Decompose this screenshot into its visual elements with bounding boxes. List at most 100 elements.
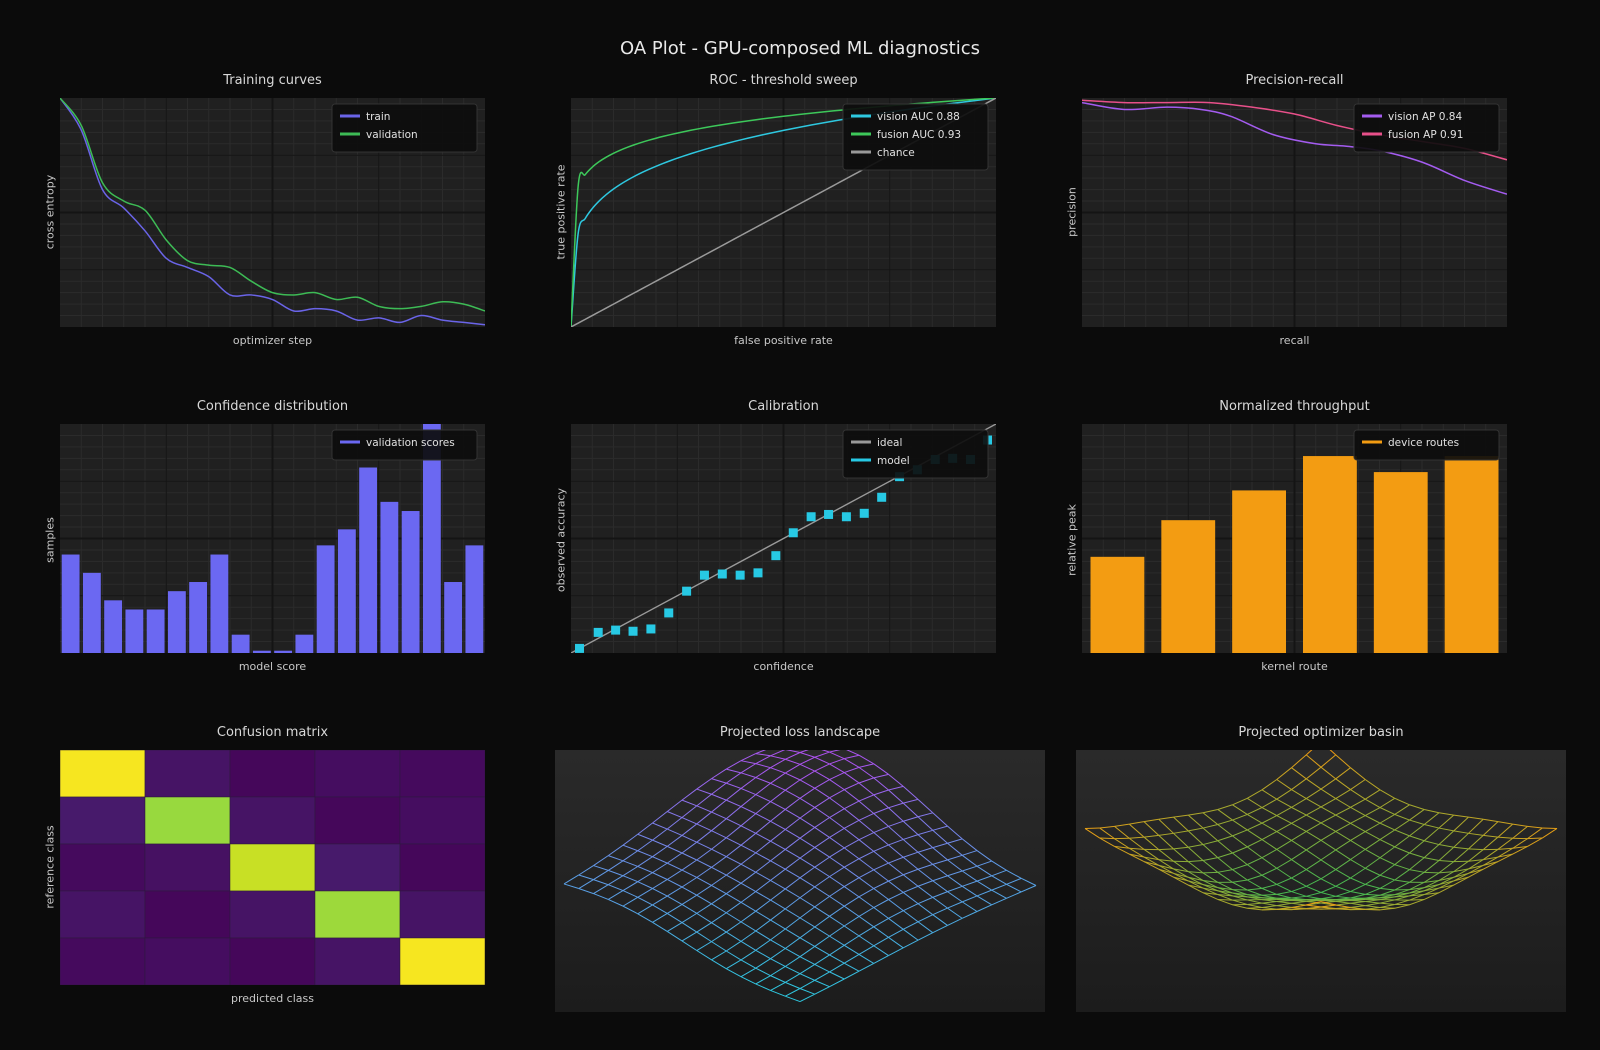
mesh-line bbox=[903, 798, 919, 804]
bar bbox=[146, 609, 165, 653]
mesh-line bbox=[740, 852, 757, 865]
mesh-line bbox=[1468, 868, 1484, 874]
mesh-line bbox=[1276, 883, 1292, 893]
mesh-line bbox=[1276, 839, 1292, 850]
mesh-line bbox=[607, 890, 624, 900]
mesh-line bbox=[652, 862, 668, 874]
mesh-line bbox=[1453, 846, 1469, 850]
mesh-line bbox=[991, 869, 1007, 877]
mesh-line bbox=[888, 910, 904, 919]
mesh-line bbox=[1247, 899, 1263, 904]
mesh-line bbox=[829, 944, 845, 956]
mesh-line bbox=[843, 827, 860, 841]
mesh-line bbox=[814, 979, 830, 988]
legend-label: train bbox=[366, 111, 390, 123]
heatmap-cell bbox=[144, 750, 231, 798]
mesh-line bbox=[770, 939, 786, 949]
mesh-line bbox=[1246, 797, 1263, 808]
mesh-line bbox=[1232, 881, 1248, 891]
mesh-line bbox=[873, 850, 889, 864]
mesh-line bbox=[578, 874, 594, 881]
mesh-line bbox=[681, 834, 697, 843]
heatmap-cell bbox=[399, 796, 485, 845]
mesh-line bbox=[814, 797, 830, 808]
mesh-line bbox=[696, 778, 712, 790]
mesh-line bbox=[755, 930, 771, 941]
mesh-line bbox=[1276, 877, 1292, 885]
confusion-y-axis-label: reference class bbox=[43, 825, 57, 909]
mesh-line bbox=[1291, 895, 1307, 899]
mesh-line bbox=[1365, 905, 1381, 909]
mesh-line bbox=[917, 868, 934, 882]
mesh-line bbox=[858, 953, 875, 964]
mesh-line bbox=[1335, 754, 1351, 769]
mesh-line bbox=[1453, 876, 1469, 882]
mesh-line bbox=[1335, 908, 1351, 911]
mesh-line bbox=[1217, 852, 1233, 859]
mesh-line bbox=[814, 756, 830, 765]
mesh-line bbox=[652, 888, 668, 897]
mesh-line bbox=[843, 896, 860, 907]
mesh-line bbox=[1409, 804, 1425, 810]
mesh-line bbox=[770, 755, 786, 760]
mesh-line bbox=[1129, 821, 1145, 825]
mesh-line bbox=[1497, 853, 1513, 858]
mesh-line bbox=[1261, 839, 1278, 850]
mesh-line bbox=[1261, 815, 1277, 824]
mesh-line bbox=[1453, 868, 1469, 873]
mesh-line bbox=[903, 885, 919, 893]
throughput-x-axis-label: kernel route bbox=[1261, 660, 1328, 673]
mesh-line bbox=[799, 817, 816, 828]
mesh-line bbox=[888, 874, 904, 882]
mesh-line bbox=[888, 899, 904, 912]
heatmap-cell bbox=[60, 937, 146, 985]
mesh-line bbox=[1217, 898, 1233, 906]
mesh-line bbox=[873, 945, 889, 956]
mesh-line bbox=[1335, 877, 1351, 887]
mesh-line bbox=[1453, 832, 1469, 848]
mesh-line bbox=[652, 895, 668, 906]
mesh-line bbox=[770, 879, 786, 890]
mesh-line bbox=[1424, 879, 1440, 883]
mesh-line bbox=[652, 828, 668, 841]
mesh-line bbox=[770, 772, 786, 784]
mesh-line bbox=[1379, 814, 1396, 824]
mesh-line bbox=[785, 981, 801, 989]
mesh-line bbox=[1394, 819, 1410, 831]
mesh-line bbox=[1379, 857, 1395, 866]
mesh-line bbox=[1202, 827, 1219, 842]
mesh-line bbox=[1143, 856, 1159, 861]
mesh-line bbox=[873, 936, 889, 947]
mesh-line bbox=[1453, 860, 1469, 873]
mesh-line bbox=[814, 886, 830, 897]
mesh-line bbox=[652, 856, 668, 864]
mesh-line bbox=[932, 812, 948, 827]
mesh-line bbox=[1305, 766, 1322, 780]
mesh-line bbox=[1306, 904, 1322, 908]
mesh-line bbox=[976, 865, 993, 877]
mesh-line bbox=[799, 752, 815, 758]
mesh-line bbox=[829, 925, 845, 937]
mesh-line bbox=[711, 912, 727, 924]
mesh-line bbox=[844, 858, 860, 868]
mesh-line bbox=[740, 760, 756, 765]
mesh-line bbox=[1202, 824, 1218, 829]
mesh-line bbox=[858, 850, 874, 860]
calibration-point bbox=[646, 624, 656, 634]
mesh-line bbox=[593, 869, 609, 881]
mesh-line bbox=[1291, 891, 1307, 897]
mesh-line bbox=[1291, 849, 1307, 860]
mesh-line bbox=[1187, 814, 1204, 829]
mesh-line bbox=[888, 862, 904, 876]
mesh-line bbox=[1335, 885, 1351, 893]
legend-label: chance bbox=[877, 147, 915, 159]
mesh-line bbox=[637, 888, 653, 898]
mesh-line bbox=[1320, 788, 1337, 799]
mesh-line bbox=[1084, 828, 1101, 839]
mesh-line bbox=[725, 950, 742, 961]
mesh-line bbox=[1306, 885, 1322, 893]
mesh-line bbox=[1217, 809, 1233, 821]
mesh-line bbox=[1320, 839, 1337, 851]
calibration-point bbox=[859, 508, 869, 518]
mesh-line bbox=[1424, 892, 1440, 900]
